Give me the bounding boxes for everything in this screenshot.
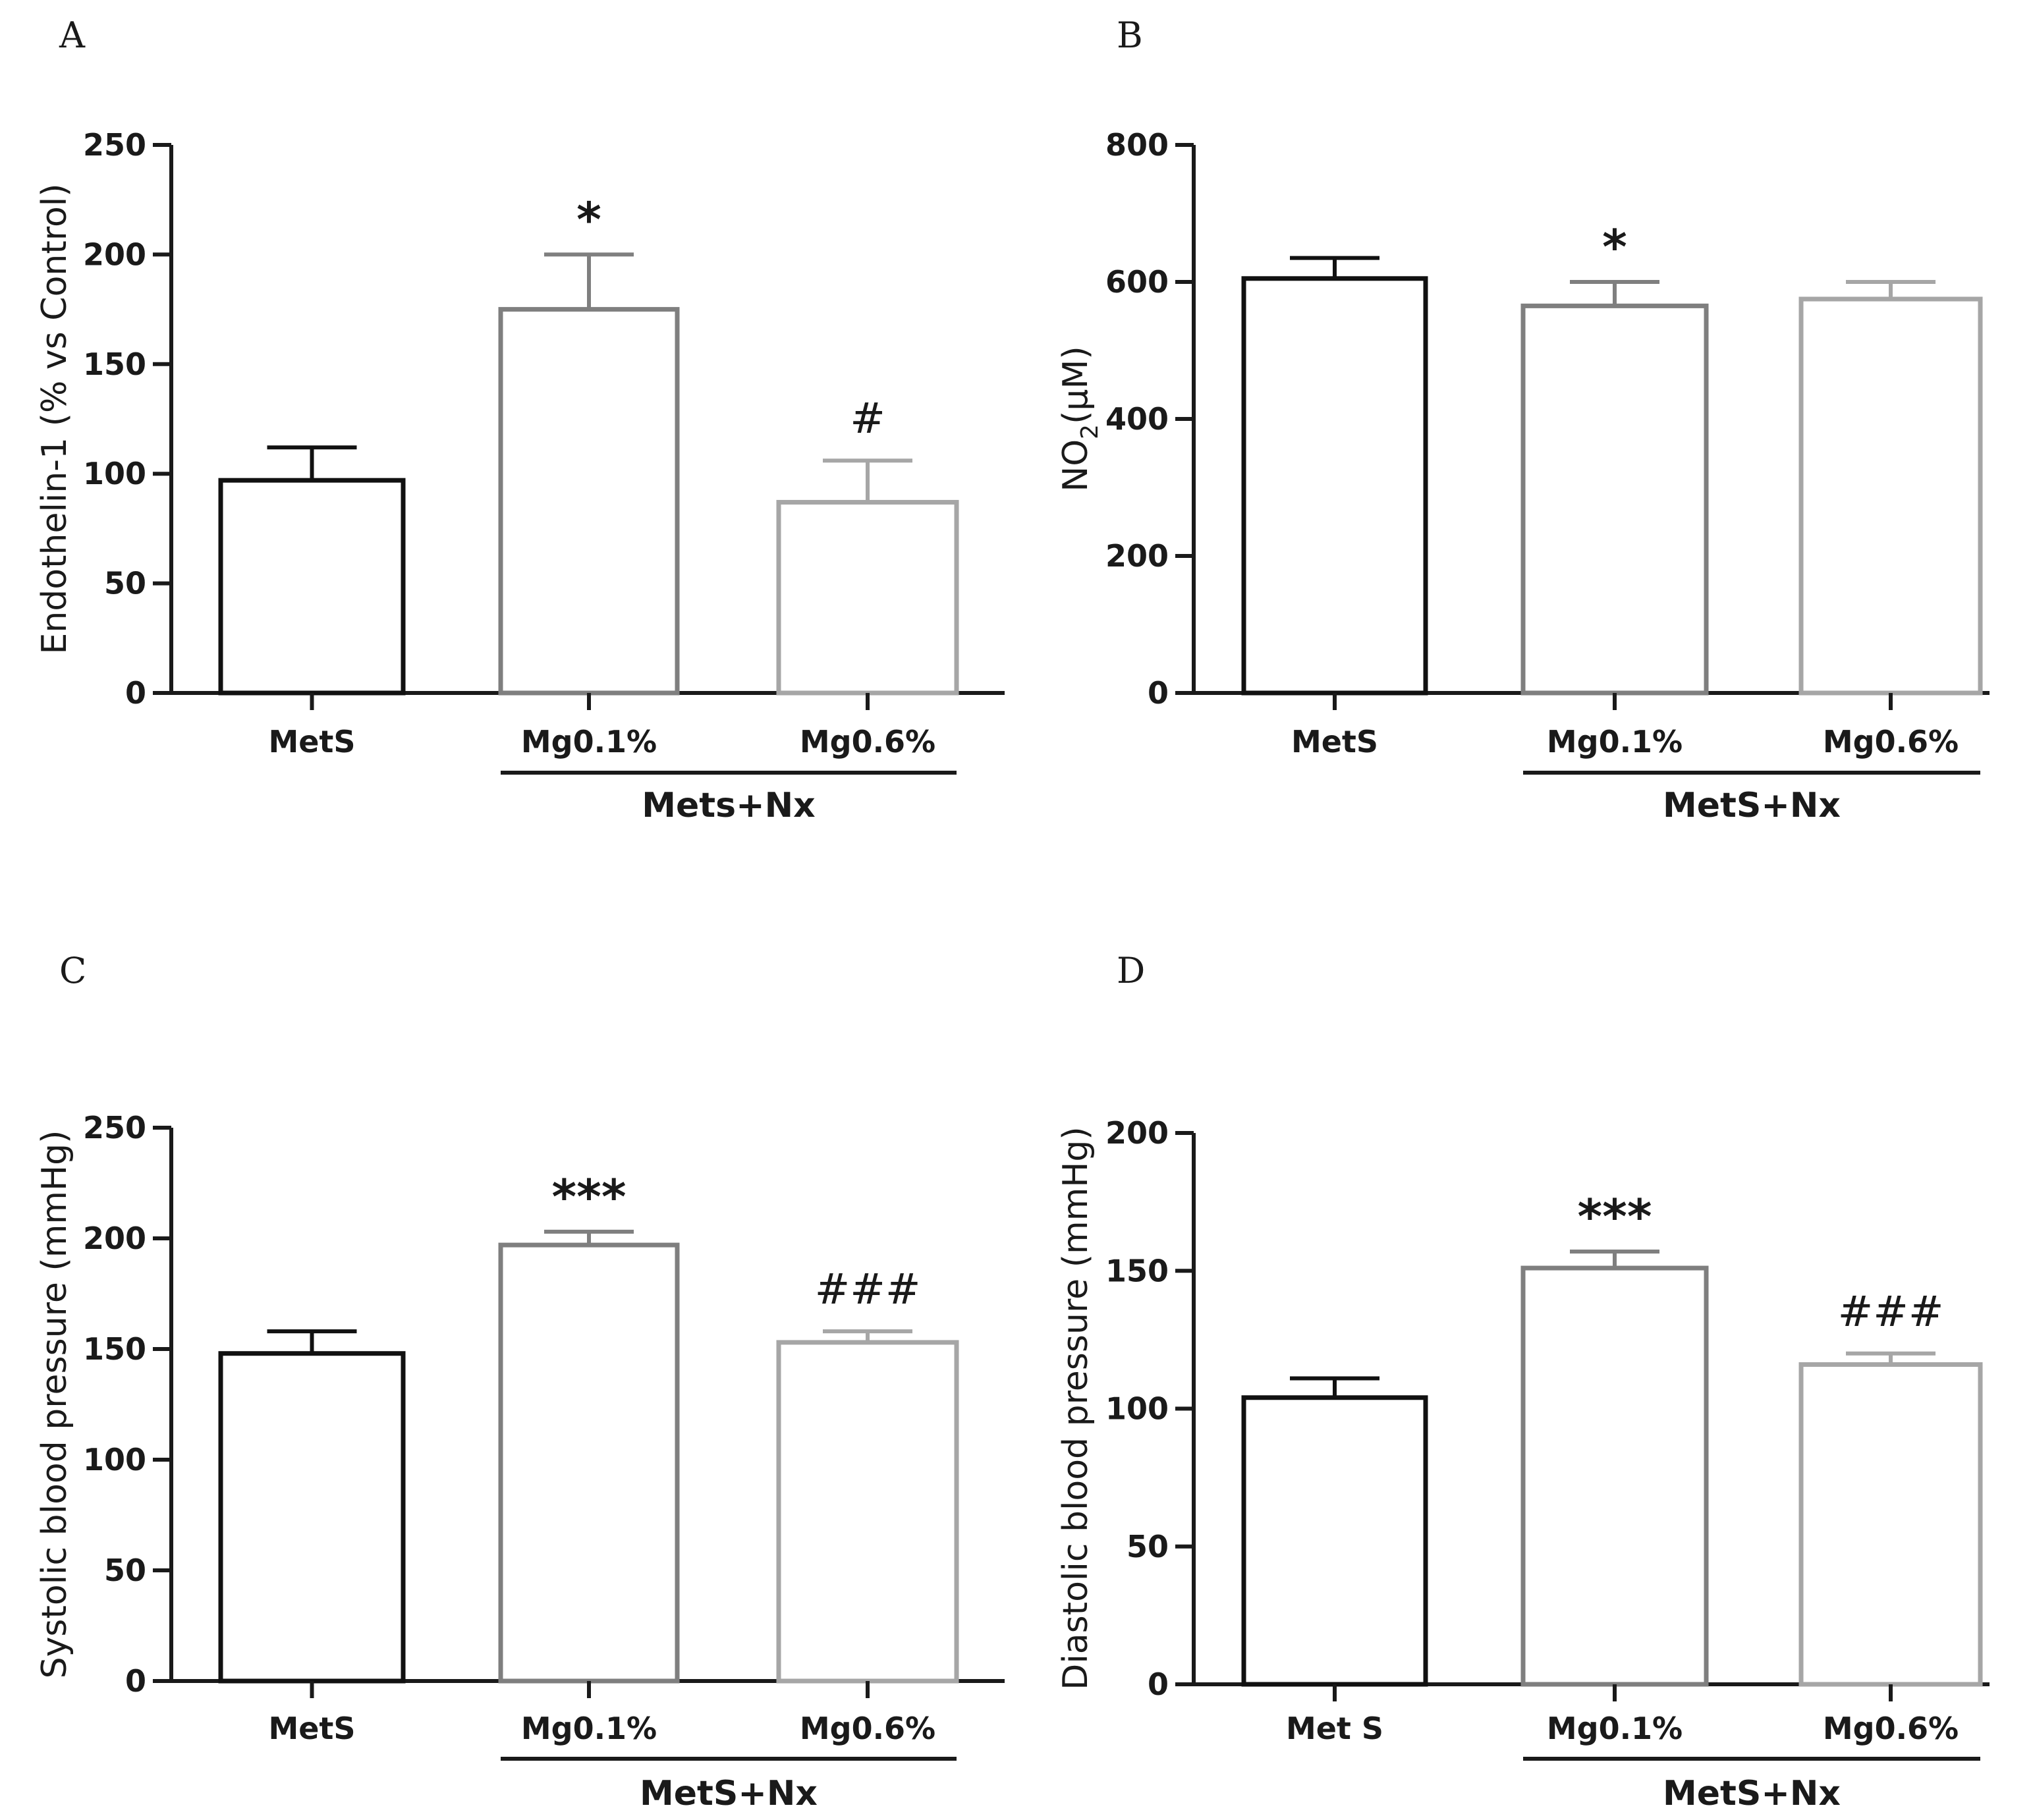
- category-label-1: Met S: [1286, 1711, 1383, 1746]
- panel-letter: C: [59, 950, 86, 991]
- y-tick-label: 150: [83, 1331, 146, 1367]
- category-label-3: Mg0.6%: [1823, 1711, 1959, 1746]
- y-axis-label-unit: (µM): [1056, 346, 1096, 424]
- group-label: Mets+Nx: [642, 786, 815, 825]
- y-axis-label: Endothelin-1 (% vs Control): [35, 183, 74, 654]
- category-label-2: Mg0.1%: [521, 1711, 657, 1746]
- y-tick-label: 250: [83, 1110, 146, 1145]
- y-tick-label: 100: [83, 1442, 146, 1477]
- y-tick-label: 200: [83, 1221, 146, 1256]
- bar-2: [498, 307, 680, 696]
- y-tick-label: 200: [1105, 538, 1169, 574]
- y-tick-label: 800: [1105, 127, 1169, 163]
- y-tick-label: 0: [1148, 1667, 1169, 1702]
- bar-1: [1241, 1395, 1428, 1687]
- y-tick-label: 250: [83, 127, 146, 163]
- category-label-1: MetS: [268, 724, 355, 759]
- y-tick-label: 0: [125, 675, 146, 711]
- bar-2: [1520, 1265, 1709, 1687]
- group-label: MetS+Nx: [640, 1774, 818, 1813]
- y-tick-label: 600: [1105, 264, 1169, 300]
- category-label-2: Mg0.1%: [521, 724, 657, 759]
- y-tick-label: 400: [1105, 401, 1169, 437]
- bar-1: [218, 478, 406, 696]
- bar-1: [1241, 276, 1428, 696]
- panel-letter: A: [59, 14, 86, 56]
- y-axis-label-main: NO: [1056, 439, 1096, 492]
- significance-mark-2: *: [1602, 219, 1627, 275]
- y-tick-label: 50: [104, 566, 146, 601]
- y-tick-label: 50: [1127, 1529, 1169, 1564]
- bar-3: [776, 1340, 959, 1684]
- significance-mark-2: *: [576, 192, 601, 247]
- y-tick-label: 100: [1105, 1391, 1169, 1427]
- y-axis-label-subscript: 2: [1076, 424, 1103, 439]
- category-label-2: Mg0.1%: [1547, 1711, 1683, 1746]
- y-tick-label: 150: [83, 346, 146, 382]
- panel-letter: D: [1117, 950, 1145, 991]
- category-label-2: Mg0.1%: [1547, 724, 1683, 759]
- bar-1: [218, 1351, 406, 1684]
- bar-3: [776, 499, 959, 696]
- significance-mark-3: ###: [815, 1265, 921, 1314]
- bar-3: [1798, 296, 1983, 696]
- category-label-1: MetS: [268, 1711, 355, 1746]
- group-label: MetS+Nx: [1663, 786, 1841, 825]
- y-axis-label: Diastolic blood pressure (mmHg): [1056, 1126, 1096, 1690]
- y-axis-label: Systolic blood pressure (mmHg): [35, 1130, 74, 1679]
- category-label-3: Mg0.6%: [800, 724, 935, 759]
- significance-mark-2: ***: [1578, 1189, 1652, 1244]
- y-axis-label: NO2(µM): [1056, 346, 1103, 491]
- significance-mark-2: ***: [552, 1169, 627, 1225]
- y-tick-label: 200: [1105, 1115, 1169, 1151]
- y-tick-label: 0: [125, 1663, 146, 1699]
- bar-2: [1520, 303, 1709, 696]
- group-label: MetS+Nx: [1663, 1774, 1841, 1813]
- y-tick-label: 100: [83, 456, 146, 491]
- y-tick-label: 50: [104, 1553, 146, 1588]
- y-tick-label: 0: [1148, 675, 1169, 711]
- significance-mark-3: ###: [1838, 1288, 1944, 1337]
- significance-mark-3: #: [850, 395, 885, 443]
- panel-b: B 0 200 400 600 800 NO2(µM) MetS Mg0.1% * Mg0.6% Me…: [1056, 14, 1990, 825]
- category-label-1: MetS: [1291, 724, 1378, 759]
- y-tick-label: 150: [1105, 1253, 1169, 1288]
- y-tick-label: 200: [83, 236, 146, 272]
- bar-2: [498, 1242, 680, 1684]
- category-label-3: Mg0.6%: [800, 1711, 935, 1746]
- panel-c: C 0 50 100 150 200 250 Systolic blood pressure …: [35, 950, 1005, 1813]
- panel-letter: B: [1117, 14, 1143, 56]
- category-label-3: Mg0.6%: [1823, 724, 1959, 759]
- bar-3: [1798, 1362, 1983, 1687]
